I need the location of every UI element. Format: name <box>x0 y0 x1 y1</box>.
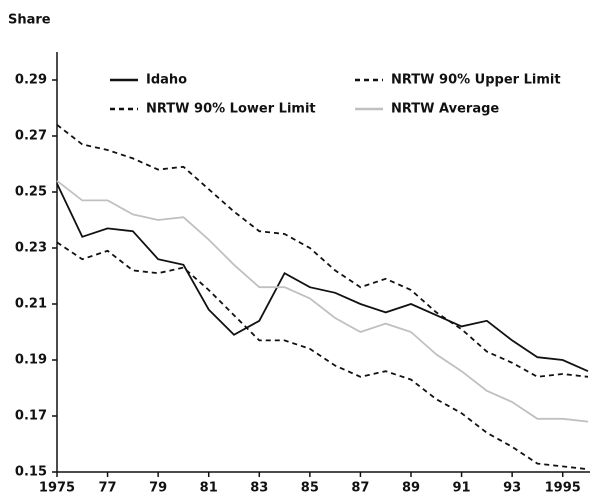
series-line <box>56 183 589 373</box>
y-tick-label: 0.29 <box>15 73 47 88</box>
legend-label: NRTW 90% Lower Limit <box>146 102 316 117</box>
y-tick-label: 0.25 <box>15 185 47 200</box>
x-tick-label: 79 <box>149 481 167 496</box>
x-tick-label: 93 <box>503 481 521 496</box>
y-axis-label: Share <box>8 13 51 28</box>
series-line <box>56 124 589 378</box>
y-tick-label: 0.21 <box>15 297 47 312</box>
x-tick-label: 1995 <box>545 481 581 496</box>
y-tick-label: 0.23 <box>15 241 47 256</box>
x-tick-label: 91 <box>453 481 471 496</box>
x-tick-label: 87 <box>351 481 369 496</box>
y-tick-label: 0.15 <box>15 465 47 480</box>
y-tick-label: 0.17 <box>15 409 47 424</box>
y-tick-label: 0.27 <box>15 129 47 144</box>
y-tick-label: 0.19 <box>15 353 47 368</box>
x-tick-label: 81 <box>200 481 218 496</box>
x-tick-label: 83 <box>250 481 268 496</box>
x-tick-label: 89 <box>402 481 420 496</box>
series-line <box>56 180 589 423</box>
x-tick-label: 1975 <box>39 481 75 496</box>
x-tick-label: 77 <box>99 481 117 496</box>
legend-label: Idaho <box>146 73 187 88</box>
series-line <box>56 241 589 471</box>
legend-label: NRTW 90% Upper Limit <box>391 73 561 88</box>
legend-label: NRTW Average <box>391 102 499 117</box>
x-tick-label: 85 <box>301 481 319 496</box>
